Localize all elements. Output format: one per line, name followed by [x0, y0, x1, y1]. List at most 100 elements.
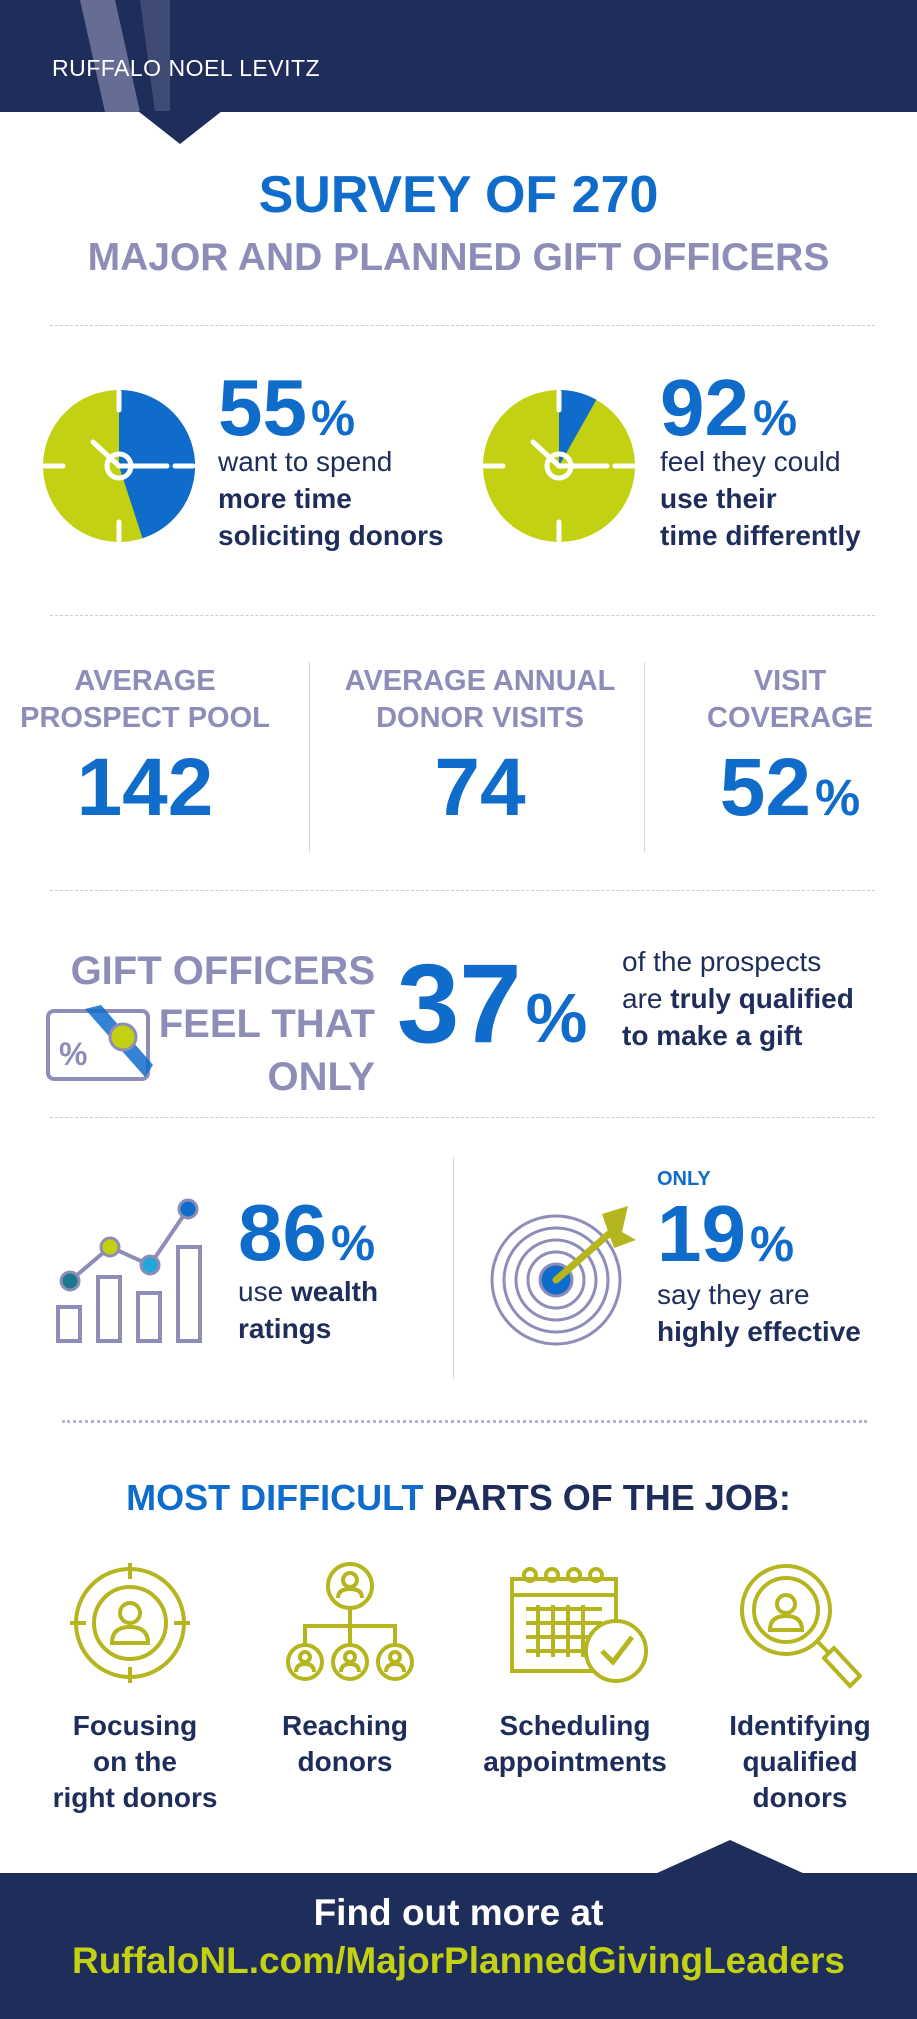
stat-value: 19	[657, 1189, 746, 1278]
average-value: 74	[434, 742, 526, 833]
page-subtitle: MAJOR AND PLANNED GIFT OFFICERS	[87, 236, 830, 279]
average-label: VISIT	[753, 665, 827, 697]
clock-pie-92	[483, 390, 635, 542]
caption-line: use their	[660, 483, 777, 514]
header-notch	[138, 111, 222, 144]
divider	[50, 1117, 875, 1118]
item-line: right donors	[52, 1782, 218, 1813]
heading-emphasis: MOST DIFFICULT	[126, 1477, 424, 1518]
difficult-item-2: Reaching donors	[245, 1708, 445, 1780]
logo-mark	[80, 0, 170, 112]
vertical-divider	[309, 662, 310, 852]
caption-text: are	[622, 983, 671, 1014]
footer-notch	[655, 1840, 805, 1874]
svg-text:%: %	[59, 1036, 87, 1072]
caption-emphasis: wealth	[290, 1276, 379, 1307]
dotted-divider	[62, 1420, 867, 1423]
calendar-check-icon	[510, 1567, 648, 1683]
item-line: on the	[93, 1746, 177, 1777]
lead-line: ONLY	[267, 1055, 375, 1099]
caption-line: to make a gift	[622, 1020, 803, 1051]
stat-number-92: 92%	[660, 368, 797, 448]
average-label: PROSPECT POOL	[20, 702, 270, 734]
footer-bar: Find out more at RuffaloNL.com/MajorPlan…	[0, 1873, 917, 2019]
qualified-caption: of the prospects are truly qualified to …	[622, 943, 854, 1054]
discount-tag-icon: %	[46, 1005, 153, 1081]
average-value: 52	[719, 742, 811, 833]
average-label: AVERAGE	[74, 665, 216, 697]
caption-line: want to spend	[218, 446, 393, 477]
header-bar: RUFFALO NOEL LEVITZ	[0, 0, 917, 112]
stat-value: 92	[660, 363, 749, 452]
effective-kicker: ONLY	[657, 1168, 711, 1190]
clock-pie-55	[43, 390, 195, 542]
average-label: DONOR VISITS	[376, 702, 584, 734]
item-line: Scheduling	[499, 1710, 651, 1741]
vertical-divider	[453, 1157, 454, 1379]
vertical-divider	[644, 662, 645, 852]
caption-line: say they are	[657, 1279, 810, 1310]
stat-unit: %	[310, 390, 356, 446]
stat-number-86: 86%	[238, 1193, 375, 1273]
lead-line: FEEL THAT	[158, 1002, 375, 1046]
difficult-item-3: Scheduling appointments	[455, 1708, 695, 1780]
focus-target-person-icon	[70, 1563, 190, 1683]
stat-number-19: 19%	[657, 1194, 794, 1274]
stat-unit: %	[749, 1216, 795, 1272]
stat-caption-55: want to spend more time soliciting donor…	[218, 443, 444, 554]
stat-number-55: 55%	[218, 368, 355, 448]
caption-line: time differently	[660, 520, 861, 551]
divider	[50, 325, 875, 326]
item-line: appointments	[483, 1746, 667, 1777]
stat-unit: %	[752, 390, 798, 446]
caption-text: use	[238, 1276, 291, 1307]
stat-unit: %	[525, 979, 588, 1057]
item-line: Focusing	[72, 1710, 198, 1741]
visit-coverage: VISIT COVERAGE 52%	[680, 663, 900, 829]
item-line: donors	[297, 1746, 393, 1777]
caption-emphasis: truly qualified	[670, 983, 854, 1014]
item-line: Reaching	[281, 1710, 409, 1741]
average-donor-visits: AVERAGE ANNUAL DONOR VISITS 74	[335, 663, 625, 829]
target-icon	[490, 1206, 636, 1346]
brand-name: RUFFALO NOEL LEVITZ	[52, 55, 321, 81]
caption-line: feel they could	[660, 446, 841, 477]
divider	[50, 615, 875, 616]
bar-line-chart-icon	[56, 1198, 202, 1343]
heading-text: PARTS OF THE JOB:	[423, 1477, 791, 1518]
item-line: Identifying	[729, 1710, 871, 1741]
item-line: donors	[752, 1782, 848, 1813]
stat-caption-86: use wealth ratings	[238, 1273, 378, 1347]
difficult-item-4: Identifying qualified donors	[700, 1708, 900, 1816]
caption-line: ratings	[238, 1313, 332, 1344]
difficult-item-1: Focusing on the right donors	[25, 1708, 245, 1816]
stat-caption-92: feel they could use their time different…	[660, 443, 861, 554]
average-prospect-pool: AVERAGE PROSPECT POOL 142	[20, 663, 270, 829]
average-label: COVERAGE	[707, 702, 873, 734]
caption-line: of the prospects	[622, 946, 822, 977]
page-title: SURVEY OF 270	[258, 166, 659, 224]
average-unit: %	[815, 769, 861, 826]
magnifier-person-icon	[740, 1564, 862, 1689]
footer-link[interactable]: RuffaloNL.com/MajorPlannedGivingLeaders	[71, 1940, 845, 1981]
lead-line: GIFT OFFICERS	[70, 949, 375, 993]
caption-line: use wealth	[238, 1273, 378, 1310]
average-value: 142	[76, 742, 214, 833]
caption-line: highly effective	[657, 1316, 861, 1347]
caption-line: soliciting donors	[218, 520, 444, 551]
qualified-lead: GIFT OFFICERS FEEL THAT ONLY	[40, 945, 375, 1104]
stat-value: 37	[397, 941, 522, 1066]
network-people-icon	[286, 1562, 414, 1681]
difficult-heading: MOST DIFFICULT PARTS OF THE JOB:	[0, 1477, 917, 1519]
stat-value: 55	[218, 363, 307, 452]
item-line: qualified	[742, 1746, 858, 1777]
caption-line: more time	[218, 483, 352, 514]
qualified-number: 37%	[397, 948, 587, 1060]
stat-caption-19: say they are highly effective	[657, 1276, 861, 1350]
stat-unit: %	[330, 1215, 376, 1271]
stat-value: 86	[238, 1188, 327, 1277]
divider	[50, 890, 875, 891]
footer-text: Find out more at	[313, 1892, 604, 1933]
average-label: AVERAGE ANNUAL	[344, 665, 616, 697]
caption-line: are truly qualified	[622, 980, 854, 1017]
